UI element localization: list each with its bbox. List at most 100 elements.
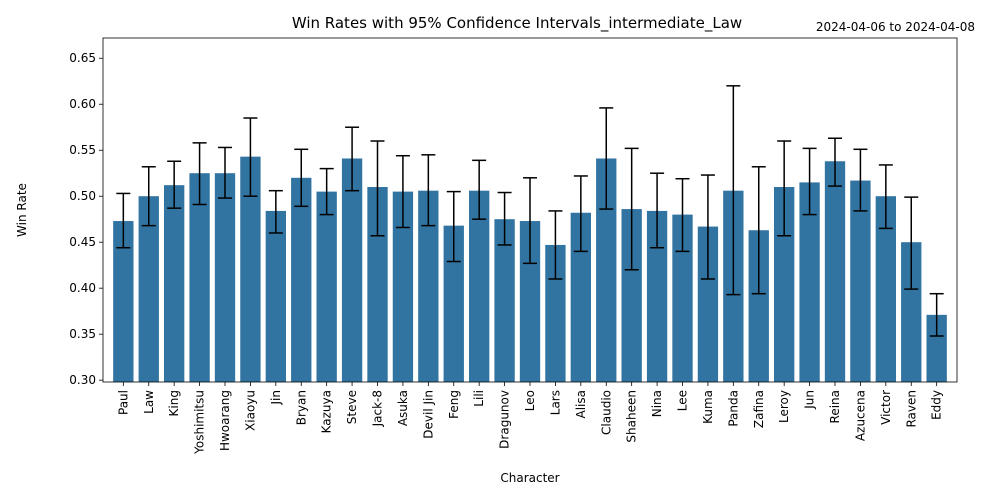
bar-eddy: [926, 314, 947, 382]
error-bar: [650, 172, 665, 249]
error-bar: [294, 148, 309, 208]
bar-shaheen: [621, 209, 642, 382]
x-tick-label: Yoshimitsu: [193, 390, 207, 455]
y-tick-label: 0.55: [69, 143, 96, 157]
error-bar: [345, 126, 360, 192]
error-bar: [319, 167, 334, 216]
x-tick-label: Xiaoyu: [243, 390, 257, 431]
error-bar: [878, 164, 893, 230]
error-bar: [726, 85, 741, 296]
bar-alisa: [570, 212, 591, 382]
x-tick-label: Shaheen: [625, 390, 639, 443]
x-tick-label: Lee: [676, 390, 690, 411]
bar-lili: [469, 190, 490, 382]
bar-feng: [443, 225, 464, 382]
x-tick-label: Steve: [345, 390, 359, 424]
error-bar: [243, 117, 258, 197]
x-tick-label: Azucena: [853, 390, 867, 441]
x-axis-label: Character: [500, 471, 559, 485]
y-axis: 0.30 0.35 0.40 0.45 0.50 0.55 0.60 0.65: [69, 51, 103, 387]
error-bars-group: [116, 85, 944, 337]
bar-steve: [341, 158, 363, 382]
x-tick-label: King: [167, 390, 181, 416]
x-tick-label: Devil Jin: [421, 390, 435, 439]
bar-paul: [113, 221, 134, 382]
bars-group: [113, 156, 947, 382]
x-tick-label: Reina: [828, 390, 842, 423]
error-bar: [599, 107, 614, 210]
error-bar: [192, 142, 207, 206]
error-bar: [523, 177, 537, 265]
bar-yoshimitsu: [189, 173, 210, 382]
bar-asuka: [392, 191, 414, 382]
bar-zafina: [748, 230, 769, 382]
error-bar: [904, 196, 919, 290]
bar-law: [138, 196, 159, 382]
x-tick-label: Eddy: [930, 390, 944, 420]
x-tick-label: Alisa: [574, 390, 588, 418]
x-tick-label: Kazuya: [320, 390, 334, 433]
x-tick-label: Jin: [269, 390, 283, 405]
x-tick-label: Kuma: [701, 390, 715, 424]
bar-xiaoyu: [240, 156, 261, 382]
error-bar: [777, 140, 792, 237]
bar-hwoarang: [214, 173, 236, 382]
bar-kuma: [697, 226, 719, 382]
bar-jun: [799, 182, 820, 382]
x-tick-label: Feng: [447, 390, 461, 419]
y-tick-label: 0.65: [69, 51, 96, 65]
error-bar: [853, 148, 868, 212]
bar-claudio: [596, 158, 617, 382]
x-tick-label: Hwoarang: [218, 390, 232, 451]
error-bar: [802, 147, 817, 216]
chart-title: Win Rates with 95% Confidence Intervals_…: [292, 14, 742, 33]
error-bar: [141, 166, 156, 227]
plot-frame: [102, 37, 958, 383]
error-bar: [370, 140, 385, 237]
error-bar: [472, 159, 487, 220]
bar-king: [164, 185, 185, 382]
error-bar: [675, 177, 690, 253]
x-tick-label: Jack-8: [371, 390, 385, 427]
bar-dragunov: [494, 219, 515, 382]
error-bar: [573, 175, 588, 253]
x-tick-label: Leroy: [777, 390, 791, 423]
bar-devil-jin: [418, 190, 439, 382]
y-axis-label: Win Rate: [15, 183, 29, 237]
bar-leo: [519, 221, 541, 382]
x-tick-label: Victor: [879, 390, 893, 425]
x-tick-label: Law: [142, 390, 156, 414]
x-tick-label: Claudio: [599, 390, 613, 435]
error-bar: [700, 174, 715, 280]
bar-victor: [875, 196, 896, 382]
x-tick-label: Jun: [803, 390, 817, 410]
x-tick-label: Lars: [548, 390, 562, 415]
date-range-label: 2024-04-06 to 2024-04-08: [816, 20, 975, 34]
error-bar: [395, 154, 410, 229]
error-bar: [497, 191, 512, 246]
x-tick-label: Panda: [726, 390, 740, 427]
x-tick-label: Zafina: [752, 390, 766, 428]
error-bar: [751, 166, 766, 295]
bar-jin: [265, 210, 286, 382]
bar-nina: [646, 210, 668, 382]
error-bar: [828, 137, 842, 187]
x-tick-label: Paul: [116, 390, 130, 415]
error-bar: [548, 210, 563, 280]
x-tick-label: Nina: [650, 390, 664, 417]
y-tick-label: 0.45: [69, 235, 96, 249]
bar-raven: [901, 242, 922, 382]
bar-bryan: [291, 177, 312, 382]
error-bar: [421, 154, 436, 227]
bar-kazuya: [316, 191, 337, 382]
y-tick-label: 0.40: [69, 281, 96, 295]
error-bar: [116, 192, 131, 249]
x-tick-label: Raven: [904, 390, 918, 428]
error-bar: [268, 189, 283, 234]
error-bar: [929, 292, 944, 337]
x-tick-label: Asuka: [396, 390, 410, 426]
x-tick-label: Bryan: [294, 390, 308, 425]
x-tick-label: Dragunov: [498, 390, 512, 449]
y-tick-label: 0.50: [69, 189, 96, 203]
error-bar: [446, 190, 461, 263]
